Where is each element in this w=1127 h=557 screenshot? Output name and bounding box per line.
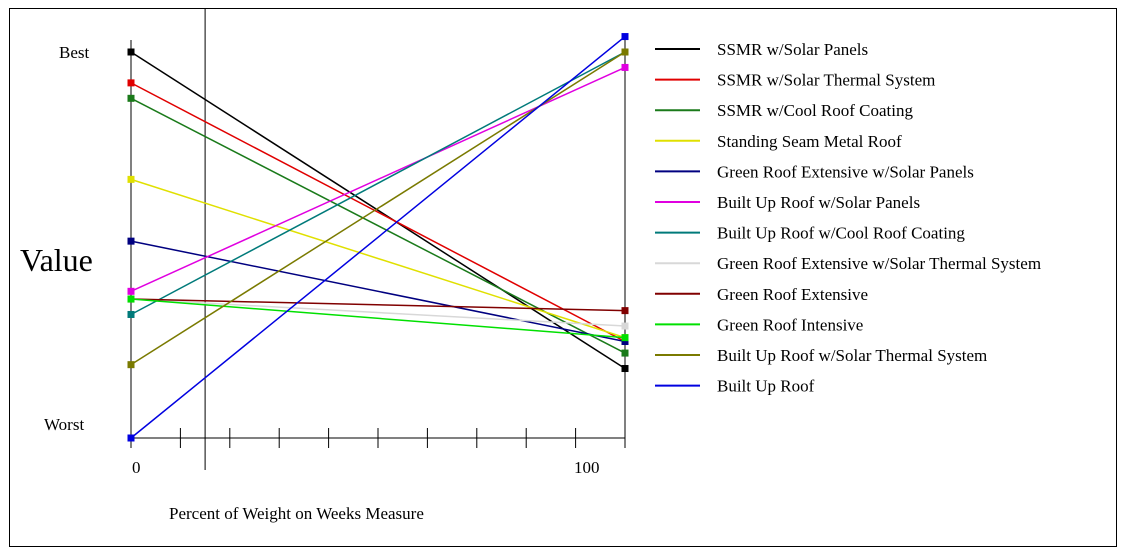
point-start-built-up-roof [127,434,135,442]
legend-label-standing-seam-metal-roof: Standing Seam Metal Roof [717,132,902,151]
x-tick-100: 100 [574,458,600,477]
point-start-ssmr-w-cool-roof-coating [127,94,135,102]
legend-label-built-up-roof: Built Up Roof [717,377,815,396]
legend-label-green-roof-intensive: Green Roof Intensive [717,315,863,334]
series-line-green-roof-intensive [130,298,626,339]
x-axis-label: Percent of Weight on Weeks Measure [169,504,424,523]
axis-labels: Best Worst Value 0 100 Percent of Weight… [20,43,600,523]
point-start-built-up-roof-w-solar-panels [127,287,135,295]
series-line-green-roof-extensive-w-solar-panels [130,240,626,343]
series-markers [127,33,629,442]
point-start-built-up-roof-w-cool-roof-coating [127,310,135,318]
legend-label-green-roof-extensive-w-solar-thermal-system: Green Roof Extensive w/Solar Thermal Sys… [717,254,1041,273]
point-end-ssmr-w-solar-panels [621,365,629,373]
point-start-green-roof-extensive-w-solar-panels [127,237,135,245]
series-line-built-up-roof [130,35,626,439]
legend-label-built-up-roof-w-solar-panels: Built Up Roof w/Solar Panels [717,193,920,212]
y-axis-label: Value [20,242,93,278]
axes [130,8,626,470]
y-tick-worst: Worst [44,415,84,434]
point-end-green-roof-intensive [621,334,629,342]
point-start-standing-seam-metal-roof [127,175,135,183]
point-start-built-up-roof-w-solar-thermal-system [127,361,135,369]
point-start-ssmr-w-solar-panels [127,48,135,56]
point-start-green-roof-intensive [127,295,135,303]
point-end-green-roof-extensive-w-solar-panels [621,338,629,345]
legend-label-ssmr-w-cool-roof-coating: SSMR w/Cool Roof Coating [717,101,914,120]
chart-frame [9,8,1117,547]
point-end-built-up-roof [621,33,629,41]
point-end-ssmr-w-cool-roof-coating [621,349,629,357]
point-start-ssmr-w-solar-thermal-system [127,79,135,87]
series-line-standing-seam-metal-roof [130,178,626,339]
point-end-built-up-roof-w-solar-thermal-system [621,48,629,56]
legend-label-ssmr-w-solar-panels: SSMR w/Solar Panels [717,40,868,59]
legend: SSMR w/Solar Panels SSMR w/Solar Thermal … [655,40,1041,396]
legend-label-built-up-roof-w-solar-thermal-system: Built Up Roof w/Solar Thermal System [717,346,987,365]
y-tick-best: Best [59,43,90,62]
legend-label-built-up-roof-w-cool-roof-coating: Built Up Roof w/Cool Roof Coating [717,224,965,243]
legend-label-green-roof-extensive: Green Roof Extensive [717,285,868,304]
point-end-green-roof-extensive-w-solar-thermal-system [621,322,629,330]
legend-label-ssmr-w-solar-thermal-system: SSMR w/Solar Thermal System [717,71,935,90]
x-tick-0: 0 [132,458,141,477]
series-lines [130,35,626,439]
series-line-built-up-roof-w-cool-roof-coating [130,51,626,316]
series-line-ssmr-w-solar-panels [130,51,626,370]
point-end-built-up-roof-w-solar-panels [621,63,629,71]
point-end-green-roof-extensive [621,307,629,315]
legend-label-green-roof-extensive-w-solar-panels: Green Roof Extensive w/Solar Panels [717,162,974,181]
series-line-ssmr-w-solar-thermal-system [130,82,626,343]
series-line-green-roof-extensive [130,298,626,312]
series-line-green-roof-extensive-w-solar-thermal-system [130,298,626,327]
